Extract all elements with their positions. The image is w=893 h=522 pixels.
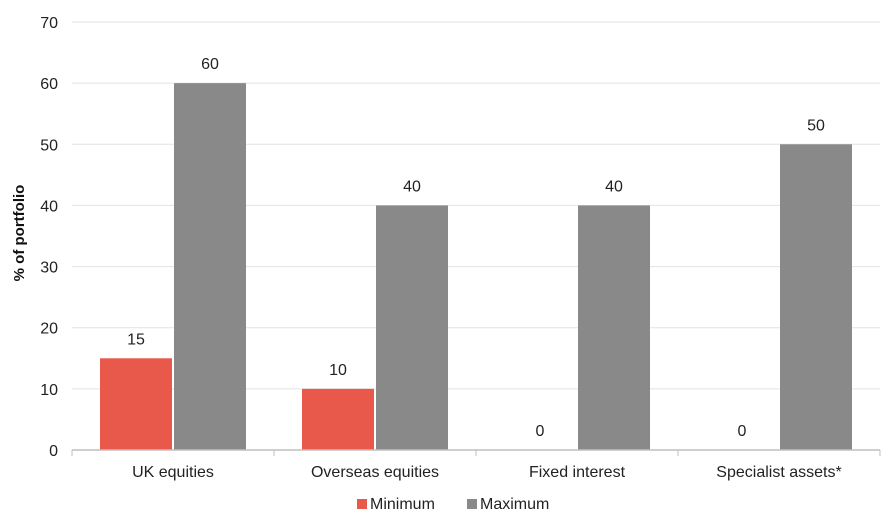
y-tick-label: 30 <box>40 260 58 277</box>
bar-maximum <box>780 144 852 450</box>
legend-swatch-maximum <box>467 499 477 509</box>
legend-swatch-minimum <box>357 499 367 509</box>
y-tick-label: 10 <box>40 382 58 399</box>
legend: Minimum Maximum <box>357 496 549 513</box>
bar-minimum <box>100 358 172 450</box>
bar-maximum <box>376 205 448 450</box>
y-axis-title: % of portfolio <box>11 185 28 282</box>
data-label: 60 <box>201 56 219 73</box>
legend-label-minimum: Minimum <box>370 496 435 513</box>
bar-minimum <box>302 389 374 450</box>
y-tick-label: 20 <box>40 321 58 338</box>
x-tick-label: Overseas equities <box>311 464 439 481</box>
y-tick-label: 0 <box>49 443 58 460</box>
y-tick-label: 40 <box>40 198 58 215</box>
y-tick-label: 60 <box>40 76 58 93</box>
bar-maximum <box>174 83 246 450</box>
x-tick-label: UK equities <box>132 464 214 481</box>
data-label: 40 <box>605 178 623 195</box>
legend-label-maximum: Maximum <box>480 496 549 513</box>
y-tick-label: 70 <box>40 15 58 32</box>
data-label: 0 <box>738 423 747 440</box>
data-label: 40 <box>403 178 421 195</box>
y-tick-label: 50 <box>40 137 58 154</box>
x-tick-label: Fixed interest <box>529 464 626 481</box>
data-label: 0 <box>536 423 545 440</box>
bar-maximum <box>578 205 650 450</box>
data-label: 15 <box>127 331 145 348</box>
data-label: 50 <box>807 117 825 134</box>
data-label: 10 <box>329 362 347 379</box>
x-tick-label: Specialist assets* <box>716 464 841 481</box>
